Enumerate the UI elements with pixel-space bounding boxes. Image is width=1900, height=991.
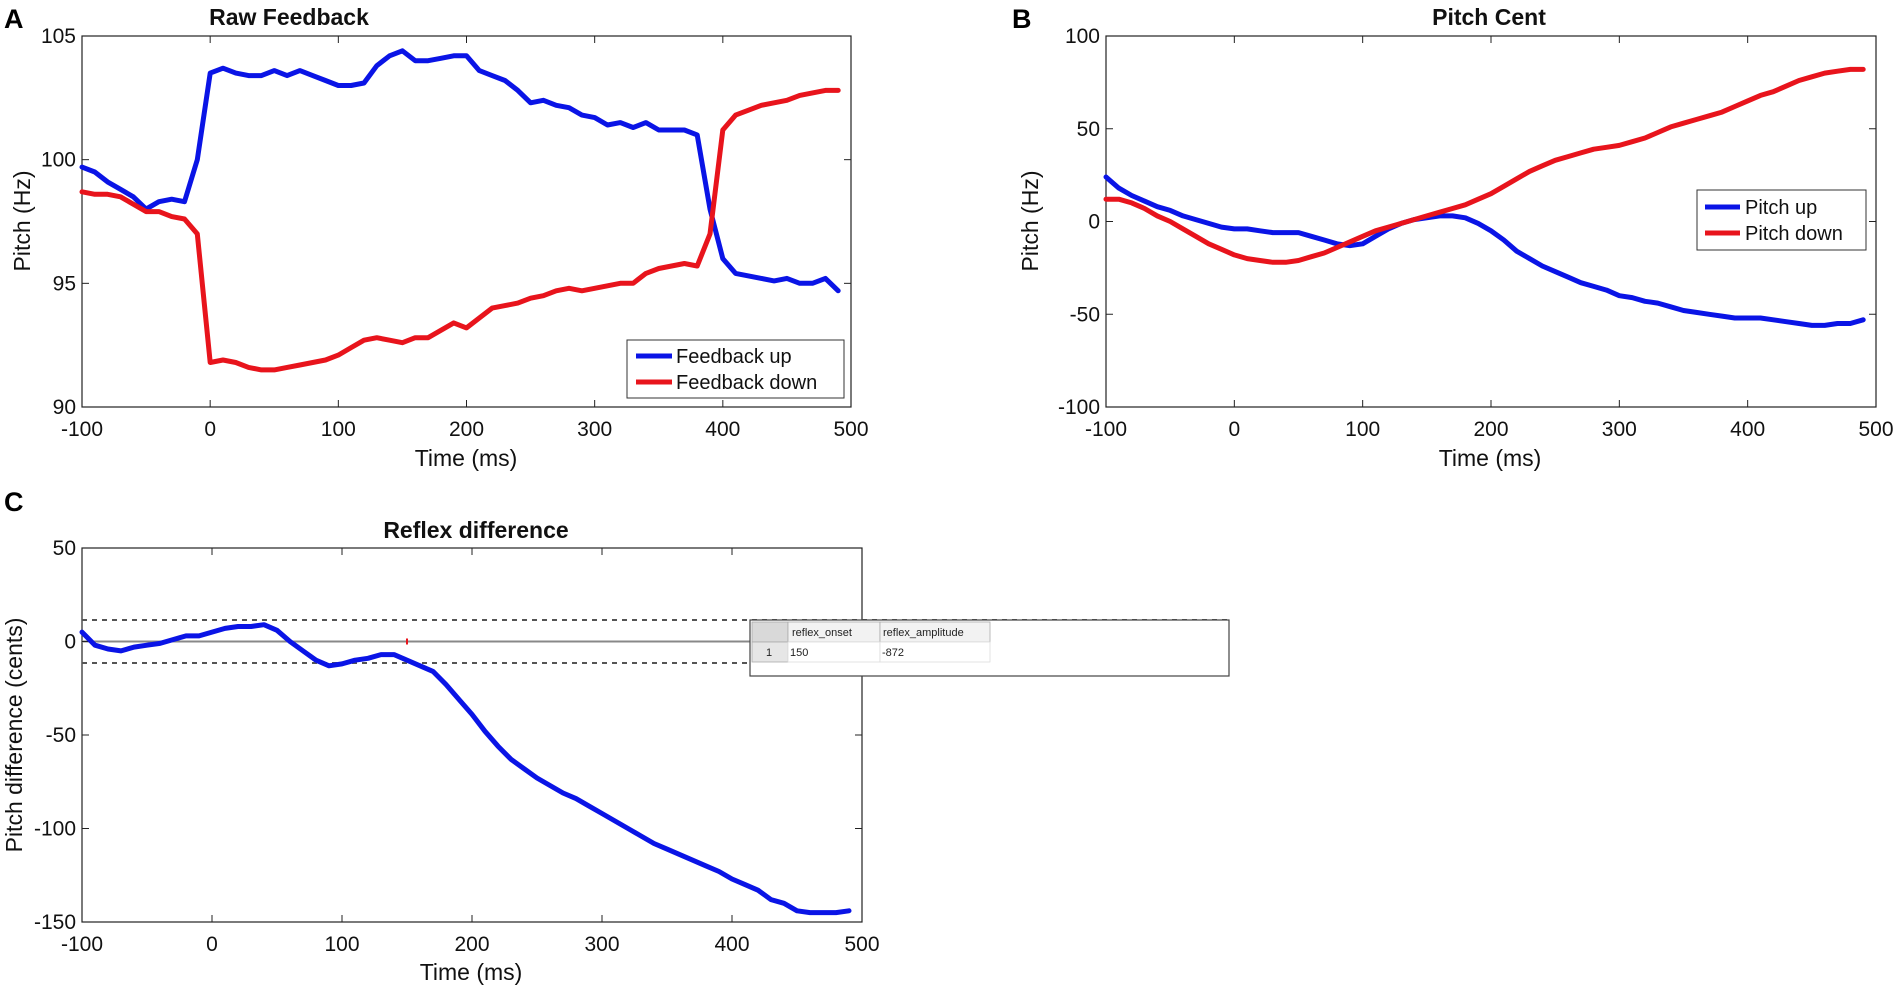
y-axis-label-a: Pitch (Hz) <box>9 171 35 272</box>
x-tick-label: 200 <box>454 933 489 956</box>
x-axis-label-b: Time (ms) <box>1439 445 1542 471</box>
y-tick-label: 50 <box>53 537 76 560</box>
x-tick-label: 300 <box>1602 418 1637 441</box>
legend-box-b <box>1696 189 1867 251</box>
legend-a: Feedback up Feedback down <box>626 339 845 399</box>
x-tick-label: 400 <box>1730 418 1765 441</box>
y-axis-label-b: Pitch (Hz) <box>1017 171 1043 272</box>
x-tick-label: 100 <box>324 933 359 956</box>
y-tick-label: -150 <box>34 911 76 934</box>
series-lines-b <box>1103 66 1866 328</box>
table-cell[interactable] <box>879 641 991 663</box>
x-tick-label: 0 <box>206 933 218 956</box>
plot-area-c <box>81 547 863 923</box>
x-tick-label: 500 <box>844 933 879 956</box>
y-tick-label: 90 <box>53 396 76 419</box>
x-ticks-b: -100 0 100 200 300 400 500 <box>1085 36 1894 441</box>
legend-box-a <box>626 339 845 399</box>
x-ticks-a: -100 0 100 200 300 400 500 <box>61 36 869 441</box>
legend-label-pitch-down: Pitch down <box>1745 223 1843 245</box>
panel-label-b: B <box>1012 4 1032 34</box>
panel-label-a: A <box>4 4 24 34</box>
series-line-reflex-difference <box>79 622 852 916</box>
x-tick-label: 0 <box>204 418 216 441</box>
x-tick-label: 500 <box>1858 418 1893 441</box>
chart-title-a: Raw Feedback <box>209 4 369 30</box>
y-tick-label: 0 <box>1088 211 1100 234</box>
x-tick-label: 400 <box>714 933 749 956</box>
x-tick-label: 0 <box>1228 418 1240 441</box>
x-axis-label-a: Time (ms) <box>415 445 518 471</box>
table-cell-reflex-onset: 150 <box>790 647 808 659</box>
table-header-reflex-amplitude: reflex_amplitude <box>883 627 964 639</box>
x-tick-label: -100 <box>61 418 103 441</box>
x-tick-label: -100 <box>1085 418 1127 441</box>
panel-a: A Raw Feedback -100 0 100 200 300 400 500 90 95… <box>4 4 869 471</box>
panel-b: B Pitch Cent -100 0 100 200 300 400 500 -100-5… <box>1012 4 1894 471</box>
x-tick-label: 200 <box>449 418 484 441</box>
y-axis-label-c: Pitch difference (cents) <box>1 618 27 853</box>
result-table: reflex_onset reflex_amplitude 1 150 -872 <box>749 619 1230 677</box>
y-ticks-a: 90 95 100 105 <box>41 25 851 419</box>
y-tick-label: 100 <box>1065 25 1100 48</box>
x-axis-label-c: Time (ms) <box>420 959 523 985</box>
legend-label-feedback-up: Feedback up <box>676 346 792 368</box>
y-tick-label: 105 <box>41 25 76 48</box>
y-tick-label: -100 <box>34 818 76 841</box>
y-tick-label: -50 <box>1070 303 1100 326</box>
series-line-feedback-down <box>79 87 841 373</box>
x-tick-label: 100 <box>1345 418 1380 441</box>
y-ticks-c: -150 -100 -50 0 50 <box>34 537 862 934</box>
series-lines-a <box>79 48 841 373</box>
legend-label-feedback-down: Feedback down <box>676 372 817 394</box>
table-row-index: 1 <box>766 647 772 659</box>
x-tick-label: 300 <box>584 933 619 956</box>
panel-c: C Reflex difference -100 0 100 200 300 400 500… <box>1 487 1230 985</box>
series-lines-c <box>79 622 852 916</box>
series-line-pitch-up <box>1103 174 1866 328</box>
x-tick-label: 300 <box>577 418 612 441</box>
table-cell-reflex-amplitude: -872 <box>882 647 904 659</box>
y-tick-label: 0 <box>64 631 76 654</box>
y-ticks-b: -100 -50 0 50 100 <box>1058 25 1876 419</box>
x-ticks-c: -100 0 100 200 300 400 500 <box>61 548 880 956</box>
y-tick-label: -100 <box>1058 396 1100 419</box>
series-line-pitch-down <box>1103 66 1866 265</box>
chart-title-c: Reflex difference <box>383 517 568 543</box>
x-tick-label: -100 <box>61 933 103 956</box>
x-tick-label: 400 <box>705 418 740 441</box>
series-line-feedback-up <box>79 48 841 294</box>
y-tick-label: 95 <box>53 272 76 295</box>
y-tick-label: -50 <box>46 724 76 747</box>
y-tick-label: 100 <box>41 149 76 172</box>
table-corner-cell <box>751 621 789 643</box>
table-header-reflex-onset: reflex_onset <box>792 627 852 639</box>
legend-label-pitch-up: Pitch up <box>1745 197 1817 219</box>
x-tick-label: 100 <box>321 418 356 441</box>
x-tick-label: 200 <box>1473 418 1508 441</box>
x-tick-label: 500 <box>833 418 868 441</box>
legend-b: Pitch up Pitch down <box>1696 189 1867 251</box>
panel-label-c: C <box>4 487 24 517</box>
y-tick-label: 50 <box>1077 118 1100 141</box>
chart-title-b: Pitch Cent <box>1432 4 1546 30</box>
